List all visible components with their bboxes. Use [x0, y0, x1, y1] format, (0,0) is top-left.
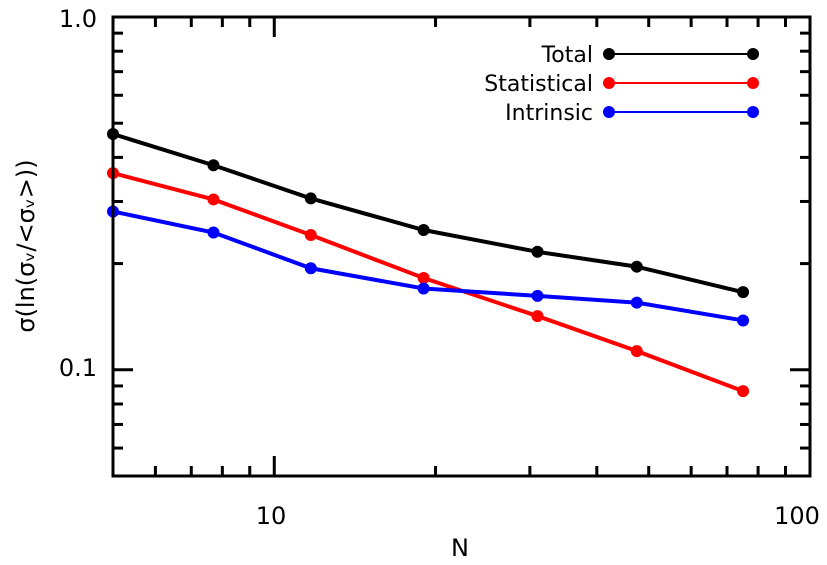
data-point-statistical — [207, 193, 220, 206]
series-line-statistical — [112, 171, 744, 394]
data-point-statistical — [531, 310, 544, 323]
data-point-intrinsic — [207, 226, 220, 239]
data-point-total — [304, 192, 317, 205]
legend: Total Statistical Intrinsic — [484, 43, 759, 126]
data-point-statistical — [630, 345, 643, 358]
legend-label-statistical: Statistical — [484, 72, 593, 97]
x-axis-label: N — [451, 534, 469, 561]
data-point-statistical — [417, 272, 430, 285]
legend-label-intrinsic: Intrinsic — [505, 101, 593, 126]
legend-label-total: Total — [541, 43, 593, 68]
data-point-total — [207, 159, 220, 172]
legend-marker-statistical — [603, 77, 615, 89]
x-tick-label-10: 10 — [256, 502, 287, 530]
data-point-intrinsic — [417, 282, 430, 295]
legend-marker-total — [747, 48, 759, 60]
y-axis-label: σ(ln(σᵥ/<σᵥ>)) — [12, 159, 40, 332]
data-point-total — [417, 224, 430, 237]
data-point-intrinsic — [304, 262, 317, 275]
data-point-intrinsic — [531, 289, 544, 302]
legend-marker-total — [603, 48, 615, 60]
legend-marker-statistical — [747, 77, 759, 89]
data-point-statistical — [737, 385, 750, 398]
y-tick-label-1.0: 1.0 — [59, 5, 97, 33]
data-point-intrinsic — [737, 314, 750, 327]
legend-marker-intrinsic — [747, 106, 759, 118]
data-point-intrinsic — [630, 296, 643, 309]
x-tick-label-100: 100 — [774, 502, 820, 530]
data-point-statistical — [304, 229, 317, 242]
legend-marker-intrinsic — [603, 106, 615, 118]
y-tick-label-0.1: 0.1 — [59, 354, 97, 382]
axis-ticks — [111, 15, 812, 478]
plot-frame — [111, 15, 812, 478]
data-point-total — [630, 260, 643, 273]
data-point-total — [737, 286, 750, 299]
series-line-total — [112, 132, 744, 295]
data-point-total — [531, 245, 544, 258]
series-group — [107, 127, 750, 398]
